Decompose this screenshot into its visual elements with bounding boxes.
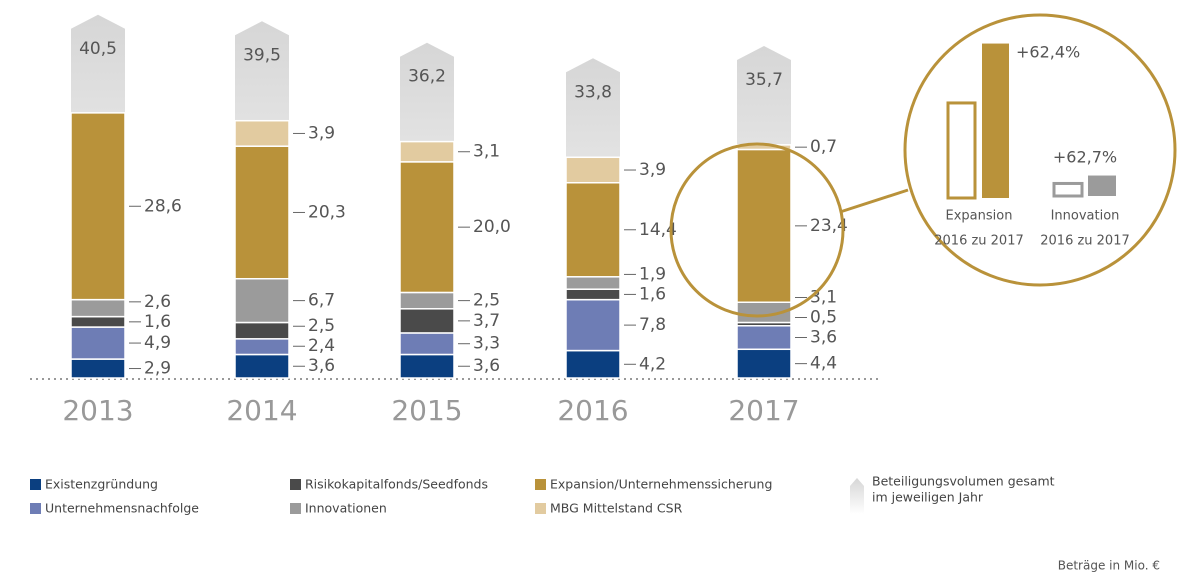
value-label: 28,6 bbox=[144, 196, 182, 216]
bar-segment bbox=[70, 315, 126, 328]
legend-arrow bbox=[850, 478, 864, 514]
value-label: 4,9 bbox=[144, 333, 171, 353]
value-label: 2,9 bbox=[144, 359, 171, 379]
value-label: 2,4 bbox=[308, 336, 335, 356]
total-label: 35,7 bbox=[745, 70, 783, 90]
bar-segment bbox=[565, 182, 621, 278]
value-label: 2,5 bbox=[473, 291, 500, 311]
total-label: 33,8 bbox=[574, 82, 612, 102]
bar-segment bbox=[70, 358, 126, 379]
value-label: 3,6 bbox=[810, 328, 837, 348]
value-label: 6,7 bbox=[308, 291, 335, 311]
value-label: 3,9 bbox=[639, 160, 666, 180]
legend-swatch bbox=[290, 479, 301, 490]
bar-segment bbox=[70, 112, 126, 301]
value-label: 3,1 bbox=[810, 288, 837, 308]
value-label: 3,9 bbox=[308, 123, 335, 143]
value-label: 4,2 bbox=[639, 354, 666, 374]
legend-label: Risikokapitalfonds/Seedfonds bbox=[305, 477, 488, 492]
x-tick-label: 2017 bbox=[728, 394, 799, 427]
legend-label: MBG Mittelstand CSR bbox=[550, 501, 683, 516]
legend-swatch bbox=[290, 503, 301, 514]
callout-label: Innovation bbox=[1051, 209, 1120, 224]
value-label: 2,6 bbox=[144, 292, 171, 312]
legend-swatch bbox=[30, 479, 41, 490]
value-label: 4,4 bbox=[810, 354, 837, 374]
legend-label: Expansion/Unternehmenssicherung bbox=[550, 477, 772, 492]
value-label: 3,6 bbox=[308, 356, 335, 376]
callout-period: 2016 zu 2017 bbox=[1040, 234, 1130, 249]
x-tick-label: 2013 bbox=[62, 394, 133, 427]
callout-period: 2016 zu 2017 bbox=[934, 234, 1024, 249]
value-label: 20,0 bbox=[473, 217, 511, 237]
bar-segment bbox=[565, 156, 621, 184]
bar-segment bbox=[234, 277, 290, 324]
value-label: 3,3 bbox=[473, 334, 500, 354]
callout-change: +62,4% bbox=[1016, 43, 1080, 62]
legend-label: Unternehmensnachfolge bbox=[45, 501, 199, 516]
value-label: 0,5 bbox=[810, 308, 837, 328]
legend-swatch bbox=[535, 479, 546, 490]
callout-bar-2016 bbox=[1052, 181, 1084, 198]
bar-segment bbox=[736, 148, 792, 304]
legend-label: im jeweiligen Jahr bbox=[872, 490, 984, 505]
x-tick-label: 2015 bbox=[391, 394, 462, 427]
value-label: 3,7 bbox=[473, 311, 500, 331]
legend-label: Existenzgründung bbox=[45, 477, 158, 492]
value-label: 1,6 bbox=[639, 284, 666, 304]
bar-segment bbox=[736, 325, 792, 351]
bar-segment bbox=[234, 353, 290, 379]
bar-segment bbox=[399, 353, 455, 379]
callout-bar-2017 bbox=[1088, 175, 1116, 196]
bar-segment bbox=[234, 338, 290, 356]
value-label: 3,6 bbox=[473, 356, 500, 376]
bar-segment bbox=[399, 161, 455, 294]
bar-segment bbox=[399, 140, 455, 163]
callout-connector bbox=[839, 188, 909, 214]
bar-segment bbox=[234, 145, 290, 280]
value-label: 3,1 bbox=[473, 142, 500, 162]
bar-segment bbox=[736, 348, 792, 379]
bar-segment bbox=[70, 298, 126, 318]
bar-segment bbox=[565, 288, 621, 301]
callout-label: Expansion bbox=[946, 209, 1013, 224]
total-label: 39,5 bbox=[243, 45, 281, 65]
bar-segment bbox=[565, 276, 621, 290]
value-label: 2,5 bbox=[308, 316, 335, 336]
bar-segment bbox=[70, 326, 126, 360]
callout-circle bbox=[903, 13, 1177, 287]
bar-segment bbox=[565, 349, 621, 379]
highlight-circle bbox=[669, 142, 845, 318]
value-label: 14,4 bbox=[639, 220, 677, 240]
x-tick-label: 2014 bbox=[226, 394, 297, 427]
total-label: 40,5 bbox=[79, 39, 117, 59]
legend-label: Beteiligungsvolumen gesamt bbox=[872, 474, 1055, 489]
value-label: 1,6 bbox=[144, 312, 171, 332]
callout-change: +62,7% bbox=[1053, 148, 1117, 167]
unit-note: Beträge in Mio. € bbox=[1058, 559, 1160, 573]
total-label: 36,2 bbox=[408, 67, 446, 87]
value-label: 23,4 bbox=[810, 216, 848, 236]
bar-segment bbox=[565, 298, 621, 352]
bar-segment bbox=[234, 119, 290, 147]
legend-label: Innovationen bbox=[305, 501, 387, 516]
x-tick-label: 2016 bbox=[557, 394, 628, 427]
bar-segment bbox=[399, 332, 455, 356]
value-label: 0,7 bbox=[810, 137, 837, 157]
value-label: 20,3 bbox=[308, 202, 346, 222]
legend-swatch bbox=[535, 503, 546, 514]
value-label: 7,8 bbox=[639, 315, 666, 335]
bar-segment bbox=[234, 321, 290, 340]
callout-bar-2017 bbox=[982, 43, 1009, 199]
bar-segment bbox=[399, 291, 455, 310]
bar-segment bbox=[399, 308, 455, 334]
legend-swatch bbox=[30, 503, 41, 514]
callout-bar-2016 bbox=[946, 101, 977, 200]
value-label: 1,9 bbox=[639, 264, 666, 284]
